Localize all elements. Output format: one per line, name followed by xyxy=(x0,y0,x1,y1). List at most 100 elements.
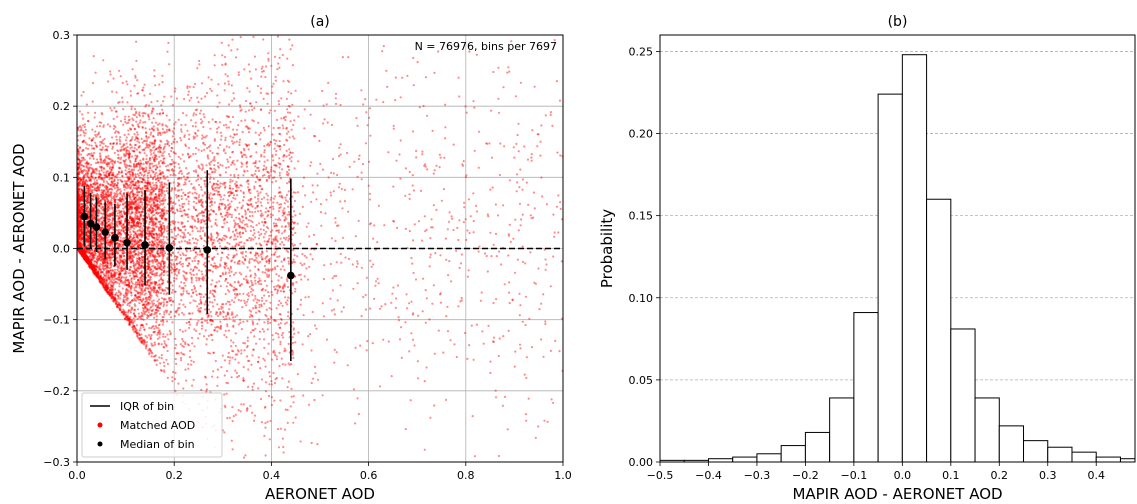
scatter-point xyxy=(162,305,165,308)
scatter-point xyxy=(282,236,286,239)
scatter-point xyxy=(305,225,308,228)
scatter-point xyxy=(509,240,512,243)
scatter-point xyxy=(87,237,90,240)
scatter-point xyxy=(332,190,335,193)
scatter-point xyxy=(157,161,161,164)
scatter-point xyxy=(100,169,103,172)
scatter-point xyxy=(308,235,311,238)
scatter-point xyxy=(88,260,91,263)
scatter-point xyxy=(102,283,105,286)
scatter-point xyxy=(150,235,153,238)
scatter-point xyxy=(316,378,320,381)
scatter-point xyxy=(286,285,290,289)
scatter-point xyxy=(217,232,220,235)
scatter-point xyxy=(254,254,257,257)
scatter-point xyxy=(287,205,290,208)
scatter-point xyxy=(123,195,126,198)
scatter-point xyxy=(272,222,275,225)
scatter-point xyxy=(540,338,543,341)
scatter-point xyxy=(120,146,123,149)
scatter-point xyxy=(288,38,291,41)
scatter-point xyxy=(127,208,130,211)
scatter-point xyxy=(143,328,146,331)
scatter-point xyxy=(270,280,273,283)
scatter-point xyxy=(145,139,148,143)
scatter-point xyxy=(293,167,296,170)
scatter-point xyxy=(270,196,273,199)
scatter-point xyxy=(248,70,251,73)
scatter-point xyxy=(201,277,204,280)
scatter-point xyxy=(435,208,438,211)
scatter-point xyxy=(105,175,108,178)
scatter-point xyxy=(401,76,404,79)
scatter-point xyxy=(141,287,144,290)
scatter-point xyxy=(549,113,552,116)
scatter-point xyxy=(237,350,240,353)
scatter-point xyxy=(77,197,80,200)
scatter-point xyxy=(138,114,141,117)
scatter-point xyxy=(253,419,256,422)
scatter-point xyxy=(282,159,285,162)
scatter-point xyxy=(134,193,137,196)
scatter-point xyxy=(136,246,139,249)
scatter-point xyxy=(223,374,226,377)
scatter-point xyxy=(82,250,85,253)
scatter-point xyxy=(119,136,122,139)
scatter-point xyxy=(124,169,127,172)
scatter-point xyxy=(232,415,235,418)
scatter-point xyxy=(230,191,233,194)
scatter-point xyxy=(110,256,113,259)
scatter-point xyxy=(290,156,293,159)
scatter-point xyxy=(105,274,108,277)
scatter-point xyxy=(90,262,93,265)
scatter-point xyxy=(91,217,94,220)
scatter-point xyxy=(120,228,123,231)
scatter-point xyxy=(282,209,285,212)
scatter-point xyxy=(278,351,281,354)
scatter-point xyxy=(283,258,286,261)
scatter-point xyxy=(266,420,269,423)
scatter-point xyxy=(79,251,82,255)
scatter-point xyxy=(106,149,109,152)
scatter-point xyxy=(150,217,153,220)
scatter-point xyxy=(373,297,376,300)
scatter-point xyxy=(336,173,339,177)
scatter-point xyxy=(139,317,143,320)
scatter-point xyxy=(411,184,414,187)
scatter-point xyxy=(153,75,156,78)
scatter-point xyxy=(227,329,231,332)
scatter-point xyxy=(126,164,129,168)
scatter-point xyxy=(250,287,253,290)
scatter-point xyxy=(181,153,184,156)
scatter-point xyxy=(216,161,220,165)
scatter-point xyxy=(139,327,142,330)
scatter-point xyxy=(130,217,133,220)
scatter-point xyxy=(215,249,218,252)
scatter-point xyxy=(233,175,236,178)
scatter-point xyxy=(168,155,171,158)
scatter-point xyxy=(119,236,122,239)
scatter-point xyxy=(136,234,139,237)
scatter-point xyxy=(158,301,161,305)
scatter-point xyxy=(558,350,561,353)
scatter-point xyxy=(119,188,122,191)
scatter-point xyxy=(519,224,522,227)
scatter-point xyxy=(553,231,556,234)
scatter-point xyxy=(81,180,84,183)
scatter-point xyxy=(252,321,255,324)
scatter-point xyxy=(97,243,101,246)
scatter-point xyxy=(182,236,185,239)
scatter-point xyxy=(241,130,244,134)
scatter-point xyxy=(242,219,245,222)
scatter-point xyxy=(308,99,311,102)
scatter-point xyxy=(261,65,264,68)
scatter-point xyxy=(247,127,250,130)
scatter-point xyxy=(278,206,281,210)
scatter-point xyxy=(438,166,441,169)
scatter-point xyxy=(78,244,81,247)
scatter-point xyxy=(164,177,167,180)
scatter-point xyxy=(120,229,123,232)
scatter-point xyxy=(172,160,175,163)
scatter-point xyxy=(92,253,95,256)
scatter-point xyxy=(279,243,282,246)
